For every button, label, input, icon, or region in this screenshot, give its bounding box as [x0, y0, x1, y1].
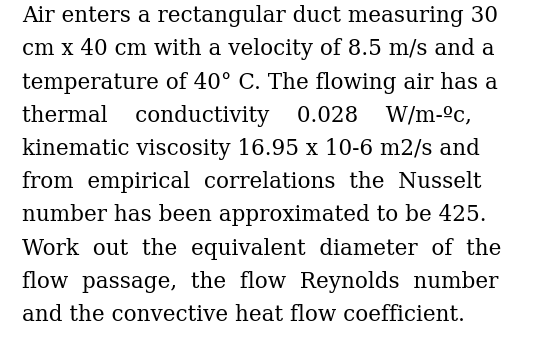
Text: temperature of 40° C. The flowing air has a: temperature of 40° C. The flowing air ha…: [22, 72, 498, 94]
Text: thermal    conductivity    0.028    W/m-ºc,: thermal conductivity 0.028 W/m-ºc,: [22, 105, 472, 127]
Text: flow  passage,  the  flow  Reynolds  number: flow passage, the flow Reynolds number: [22, 271, 498, 293]
Text: Work  out  the  equivalent  diameter  of  the: Work out the equivalent diameter of the: [22, 238, 501, 260]
Text: and the convective heat flow coefficient.: and the convective heat flow coefficient…: [22, 304, 465, 326]
Text: number has been approximated to be 425.: number has been approximated to be 425.: [22, 204, 487, 226]
Text: cm x 40 cm with a velocity of 8.5 m/s and a: cm x 40 cm with a velocity of 8.5 m/s an…: [22, 38, 494, 60]
Text: kinematic viscosity 16.95 x 10-6 m2/s and: kinematic viscosity 16.95 x 10-6 m2/s an…: [22, 138, 480, 160]
Text: Air enters a rectangular duct measuring 30: Air enters a rectangular duct measuring …: [22, 5, 498, 27]
Text: from  empirical  correlations  the  Nusselt: from empirical correlations the Nusselt: [22, 171, 482, 193]
